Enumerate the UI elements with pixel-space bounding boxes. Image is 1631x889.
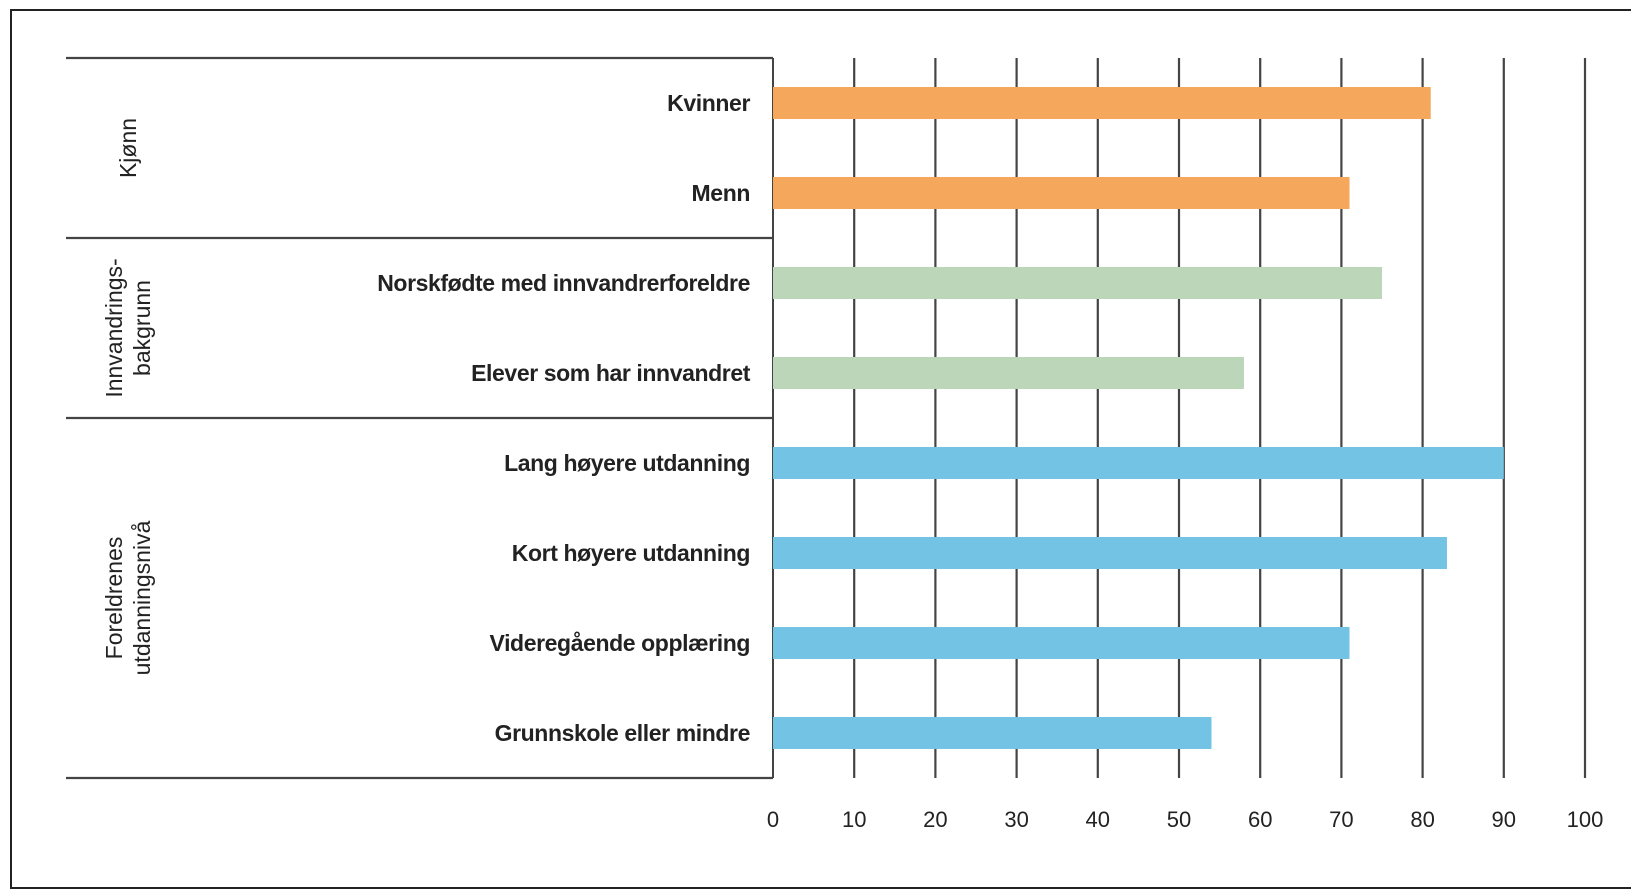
- x-tick-label: 100: [1567, 807, 1604, 832]
- group-label: Kjønn: [115, 118, 141, 178]
- x-tick-label: 50: [1167, 807, 1191, 832]
- x-tick-label: 90: [1492, 807, 1516, 832]
- x-tick-label: 10: [842, 807, 866, 832]
- category-label: Kvinner: [667, 90, 750, 116]
- category-label: Lang høyere utdanning: [504, 450, 750, 476]
- bar: [773, 177, 1350, 209]
- x-tick-label: 80: [1410, 807, 1434, 832]
- bar: [773, 447, 1504, 479]
- category-label: Norskfødte med innvandrerforeldre: [377, 270, 750, 296]
- bar: [773, 717, 1212, 749]
- x-tick-label: 40: [1086, 807, 1110, 832]
- x-tick-label: 30: [1004, 807, 1028, 832]
- x-tick-label: 0: [767, 807, 779, 832]
- category-label: Elever som har innvandret: [471, 360, 751, 386]
- bar: [773, 357, 1244, 389]
- category-label: Kort høyere utdanning: [512, 540, 750, 566]
- category-label: Videregående opplæring: [490, 630, 750, 656]
- category-label: Grunnskole eller mindre: [495, 720, 750, 746]
- x-tick-label: 70: [1329, 807, 1353, 832]
- x-tick-label: 60: [1248, 807, 1272, 832]
- bar: [773, 267, 1382, 299]
- bar: [773, 537, 1447, 569]
- group-label: Foreldrenesutdanningsnivå: [101, 520, 155, 675]
- bar: [773, 627, 1350, 659]
- x-tick-label: 20: [923, 807, 947, 832]
- group-label: Innvandrings-bakgrunn: [101, 258, 155, 397]
- category-label: Menn: [692, 180, 750, 206]
- bar: [773, 87, 1431, 119]
